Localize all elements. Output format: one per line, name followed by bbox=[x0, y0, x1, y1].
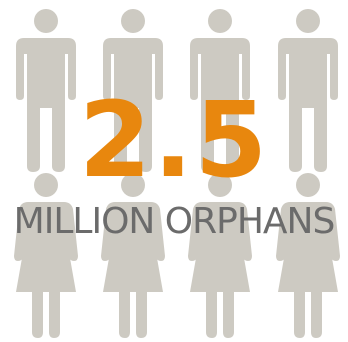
male-figure-icon bbox=[14, 8, 78, 178]
female-figure-icon bbox=[188, 172, 252, 342]
male-figure-icon bbox=[276, 8, 340, 178]
male-figure-icon bbox=[188, 8, 252, 178]
stat-caption: MILLION ORPHANS bbox=[13, 201, 336, 242]
female-figure-icon bbox=[14, 172, 78, 342]
female-figure-icon bbox=[101, 172, 165, 342]
female-figure-icon bbox=[276, 172, 340, 342]
male-figure-icon bbox=[101, 8, 165, 178]
stat-number: 2.5 bbox=[78, 79, 270, 201]
